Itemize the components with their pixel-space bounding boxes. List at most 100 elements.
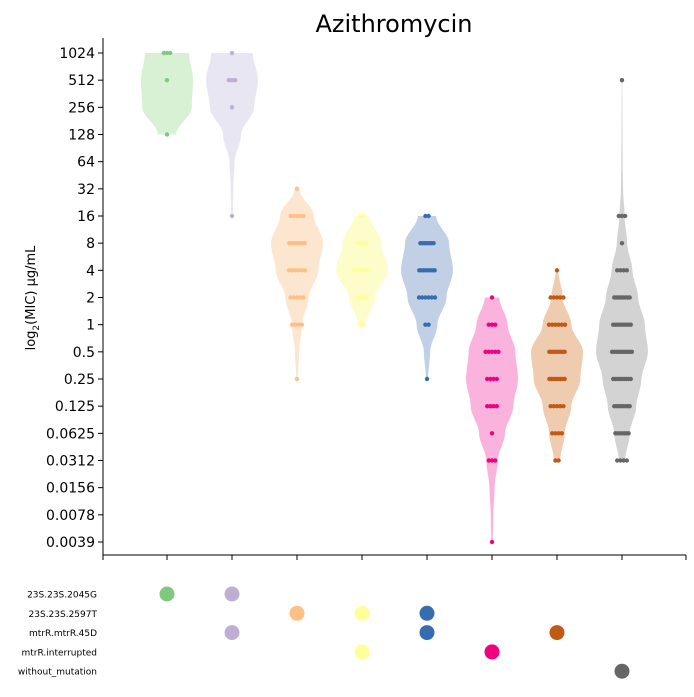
data-point bbox=[554, 268, 560, 273]
y-tick-label: 0.0039 bbox=[46, 535, 95, 551]
data-point bbox=[361, 240, 366, 246]
data-point bbox=[168, 50, 173, 56]
y-axis-label: log2(MIC) μg/mL bbox=[24, 245, 42, 351]
data-point bbox=[290, 268, 295, 273]
y-tick-label: 4 bbox=[86, 263, 95, 279]
data-point bbox=[559, 322, 564, 327]
data-point bbox=[423, 322, 428, 327]
data-point bbox=[562, 349, 567, 355]
data-point bbox=[558, 403, 563, 409]
data-point bbox=[626, 431, 631, 436]
data-point bbox=[290, 322, 295, 327]
mutation-label: without_mutation bbox=[18, 668, 97, 678]
data-point bbox=[291, 295, 296, 300]
data-point bbox=[561, 403, 566, 409]
mutation-dot bbox=[159, 586, 175, 602]
mutation-dot bbox=[354, 605, 370, 621]
mutation-label: 23S.23S.2045G bbox=[27, 591, 97, 601]
data-point bbox=[364, 240, 369, 246]
y-tick-label: 1 bbox=[86, 318, 95, 334]
data-point bbox=[358, 213, 363, 219]
y-tick-label: 0.25 bbox=[64, 372, 95, 388]
data-point bbox=[491, 376, 496, 382]
data-point bbox=[288, 295, 293, 300]
mutation-dot bbox=[484, 644, 500, 660]
data-point bbox=[624, 458, 629, 463]
data-point bbox=[489, 295, 495, 300]
data-point bbox=[489, 349, 495, 355]
data-point bbox=[621, 268, 626, 273]
mutation-dot bbox=[419, 605, 435, 621]
data-point bbox=[562, 376, 567, 382]
data-point bbox=[293, 322, 298, 327]
data-point bbox=[556, 322, 561, 327]
y-tick-label: 32 bbox=[77, 182, 95, 198]
data-point bbox=[296, 322, 301, 327]
data-point bbox=[358, 240, 363, 246]
y-tick-label: 0.0625 bbox=[46, 426, 95, 442]
mutation-dot bbox=[224, 625, 240, 641]
data-point bbox=[548, 403, 553, 409]
data-point bbox=[551, 295, 556, 300]
data-point bbox=[559, 431, 564, 436]
data-point bbox=[483, 349, 488, 355]
data-point bbox=[293, 268, 298, 273]
violin-7 bbox=[531, 270, 583, 461]
data-point bbox=[361, 295, 366, 300]
data-point bbox=[619, 213, 625, 219]
mutation-dot bbox=[549, 625, 565, 641]
data-point bbox=[426, 322, 431, 327]
data-point bbox=[489, 431, 495, 436]
data-point bbox=[301, 295, 306, 300]
x-axis bbox=[102, 554, 687, 560]
data-point bbox=[550, 322, 555, 327]
data-point bbox=[627, 295, 632, 300]
data-point bbox=[550, 431, 555, 436]
data-point bbox=[358, 295, 363, 300]
data-point bbox=[627, 403, 632, 409]
y-axis-label-base: 2 bbox=[32, 325, 42, 331]
y-axis: 1024 512 256 128 64 32 16 8 4 2 1 0.5 0.25 0.125 0.062… bbox=[46, 38, 104, 555]
data-point bbox=[296, 268, 301, 273]
mutation-label: 23S.23S.2597T bbox=[29, 610, 98, 620]
data-point bbox=[361, 213, 366, 219]
data-point bbox=[299, 268, 304, 273]
data-point bbox=[488, 403, 493, 409]
y-tick-label: 8 bbox=[86, 236, 95, 252]
data-point bbox=[294, 295, 300, 300]
mutation-dot bbox=[614, 663, 630, 679]
data-point bbox=[426, 295, 431, 300]
data-point bbox=[618, 268, 623, 273]
y-tick-label: 1024 bbox=[59, 46, 95, 62]
data-point bbox=[489, 458, 495, 463]
data-point bbox=[619, 77, 625, 83]
data-point bbox=[491, 403, 496, 409]
data-point bbox=[294, 213, 300, 219]
data-point bbox=[426, 213, 431, 219]
data-point bbox=[429, 295, 434, 300]
data-point bbox=[489, 539, 495, 545]
data-points bbox=[161, 50, 635, 545]
y-tick-label: 256 bbox=[68, 100, 95, 116]
data-point bbox=[294, 376, 300, 382]
data-point bbox=[546, 322, 552, 327]
data-point bbox=[164, 132, 170, 137]
data-point bbox=[553, 322, 558, 327]
data-point bbox=[431, 240, 436, 246]
data-point bbox=[355, 295, 360, 300]
data-point bbox=[494, 403, 499, 409]
data-point bbox=[493, 458, 498, 463]
data-point bbox=[553, 458, 558, 463]
data-point bbox=[291, 213, 296, 219]
y-tick-label: 512 bbox=[68, 73, 95, 89]
data-point bbox=[301, 213, 306, 219]
data-point bbox=[302, 268, 308, 273]
data-point bbox=[618, 458, 623, 463]
data-point bbox=[548, 295, 553, 300]
data-point bbox=[624, 268, 629, 273]
y-tick-label: 0.5 bbox=[73, 345, 95, 361]
violin-1 bbox=[141, 53, 193, 135]
data-point bbox=[233, 77, 238, 83]
